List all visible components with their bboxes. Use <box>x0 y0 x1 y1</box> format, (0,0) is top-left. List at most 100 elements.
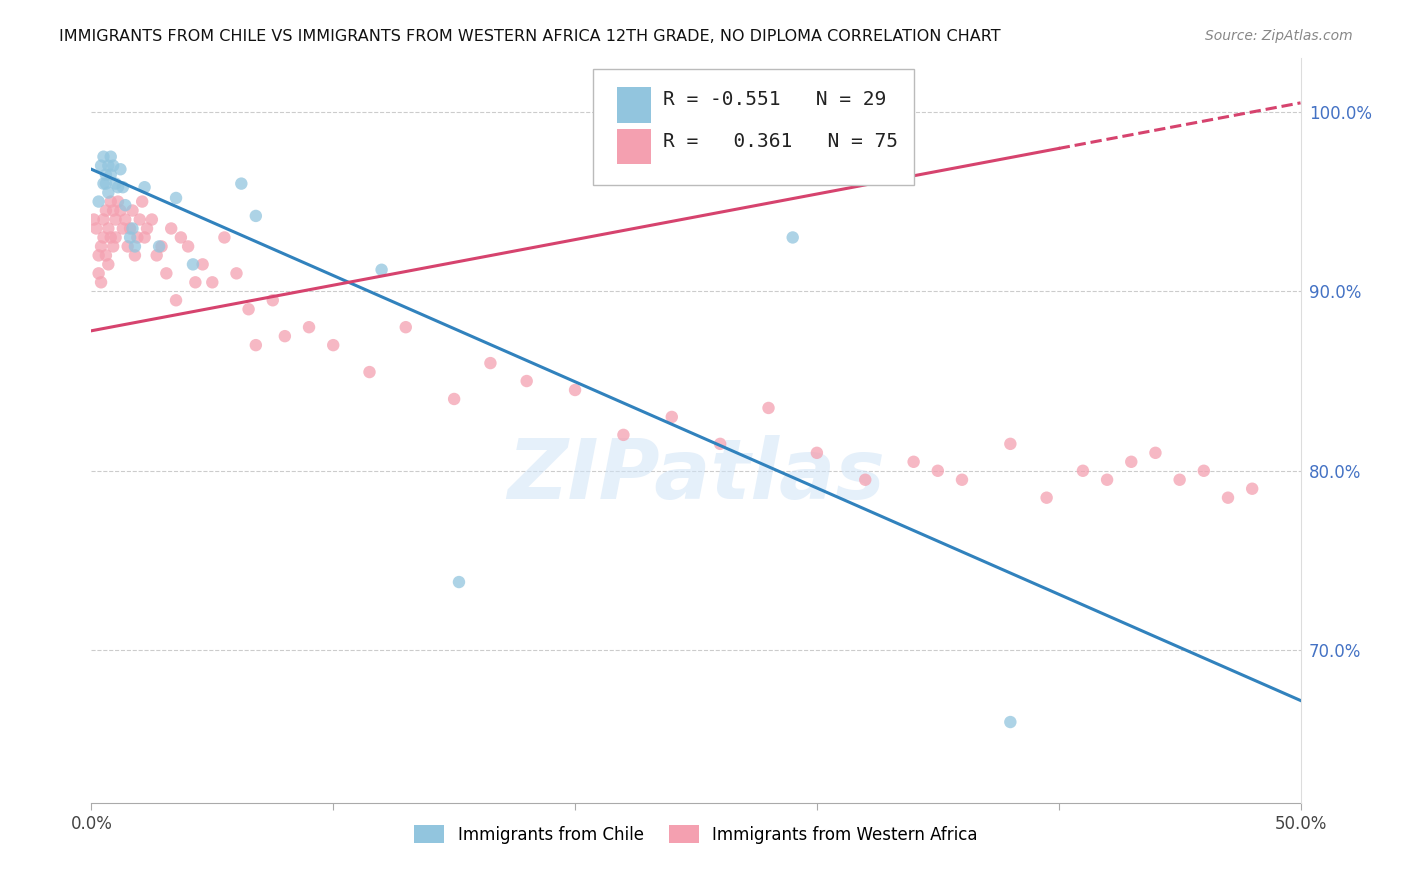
Point <box>124 248 146 262</box>
Point <box>201 276 224 290</box>
Point <box>1192 464 1215 478</box>
Text: R =   0.361   N = 75: R = 0.361 N = 75 <box>664 132 898 151</box>
Point <box>93 150 115 164</box>
Point <box>191 257 214 271</box>
Point <box>564 383 586 397</box>
Point <box>121 221 143 235</box>
Point <box>111 180 134 194</box>
Point <box>97 159 120 173</box>
Point <box>94 168 117 182</box>
Point <box>97 186 120 200</box>
Point <box>83 212 105 227</box>
Point <box>145 248 167 262</box>
Point <box>950 473 973 487</box>
Point <box>181 257 204 271</box>
Point <box>853 473 876 487</box>
Point <box>1121 455 1143 469</box>
Point <box>612 428 634 442</box>
Point <box>1095 473 1118 487</box>
Point <box>100 150 122 164</box>
Point <box>1071 464 1094 478</box>
Point <box>128 212 150 227</box>
Point <box>134 180 156 194</box>
FancyBboxPatch shape <box>593 70 914 185</box>
Point <box>1144 446 1167 460</box>
Point <box>107 194 129 209</box>
Point <box>100 230 122 244</box>
Point <box>104 230 127 244</box>
Point <box>274 329 297 343</box>
Text: IMMIGRANTS FROM CHILE VS IMMIGRANTS FROM WESTERN AFRICA 12TH GRADE, NO DIPLOMA C: IMMIGRANTS FROM CHILE VS IMMIGRANTS FROM… <box>59 29 1001 44</box>
Point <box>447 575 470 590</box>
Point <box>1241 482 1264 496</box>
Point <box>1000 437 1022 451</box>
Point <box>97 221 120 235</box>
Point <box>370 262 392 277</box>
Point <box>131 194 153 209</box>
Point <box>110 162 132 177</box>
Point <box>104 212 127 227</box>
Point <box>165 191 187 205</box>
Point <box>322 338 344 352</box>
Point <box>120 221 142 235</box>
Point <box>101 203 124 218</box>
Point <box>1168 473 1191 487</box>
Point <box>709 437 731 451</box>
Point <box>262 293 284 308</box>
Point <box>94 203 117 218</box>
Point <box>90 239 112 253</box>
Point <box>1035 491 1057 505</box>
Point <box>165 293 187 308</box>
Point <box>94 248 117 262</box>
Point <box>134 230 156 244</box>
Point <box>90 159 112 173</box>
FancyBboxPatch shape <box>617 128 651 164</box>
Point <box>110 203 132 218</box>
Point <box>225 266 247 280</box>
Point <box>104 177 127 191</box>
Text: R = -0.551   N = 29: R = -0.551 N = 29 <box>664 90 887 109</box>
Point <box>177 239 200 253</box>
Point <box>661 409 683 424</box>
Point <box>359 365 381 379</box>
Point <box>87 194 110 209</box>
Point <box>806 446 828 460</box>
Point <box>516 374 538 388</box>
Point <box>160 221 183 235</box>
Point <box>111 221 134 235</box>
Point <box>443 392 465 406</box>
Point <box>150 239 173 253</box>
Point <box>903 455 925 469</box>
Point <box>148 239 170 253</box>
Point <box>245 209 267 223</box>
Point <box>1216 491 1239 505</box>
Text: Source: ZipAtlas.com: Source: ZipAtlas.com <box>1205 29 1353 43</box>
FancyBboxPatch shape <box>617 87 651 123</box>
Point <box>101 239 124 253</box>
Point <box>97 257 120 271</box>
Point <box>124 239 146 253</box>
Point <box>121 203 143 218</box>
Point <box>117 239 139 253</box>
Point <box>238 302 260 317</box>
Point <box>136 221 159 235</box>
Legend: Immigrants from Chile, Immigrants from Western Africa: Immigrants from Chile, Immigrants from W… <box>408 819 984 850</box>
Point <box>927 464 949 478</box>
Point <box>101 159 124 173</box>
Point <box>141 212 163 227</box>
Point <box>93 177 115 191</box>
Point <box>758 401 780 415</box>
Point <box>90 276 112 290</box>
Point <box>87 248 110 262</box>
Point <box>87 266 110 280</box>
Point <box>214 230 236 244</box>
Point <box>245 338 267 352</box>
Point <box>479 356 502 370</box>
Point <box>107 180 129 194</box>
Point <box>120 230 142 244</box>
Point <box>231 177 253 191</box>
Point <box>100 194 122 209</box>
Point <box>93 230 115 244</box>
Text: ZIPatlas: ZIPatlas <box>508 434 884 516</box>
Point <box>93 212 115 227</box>
